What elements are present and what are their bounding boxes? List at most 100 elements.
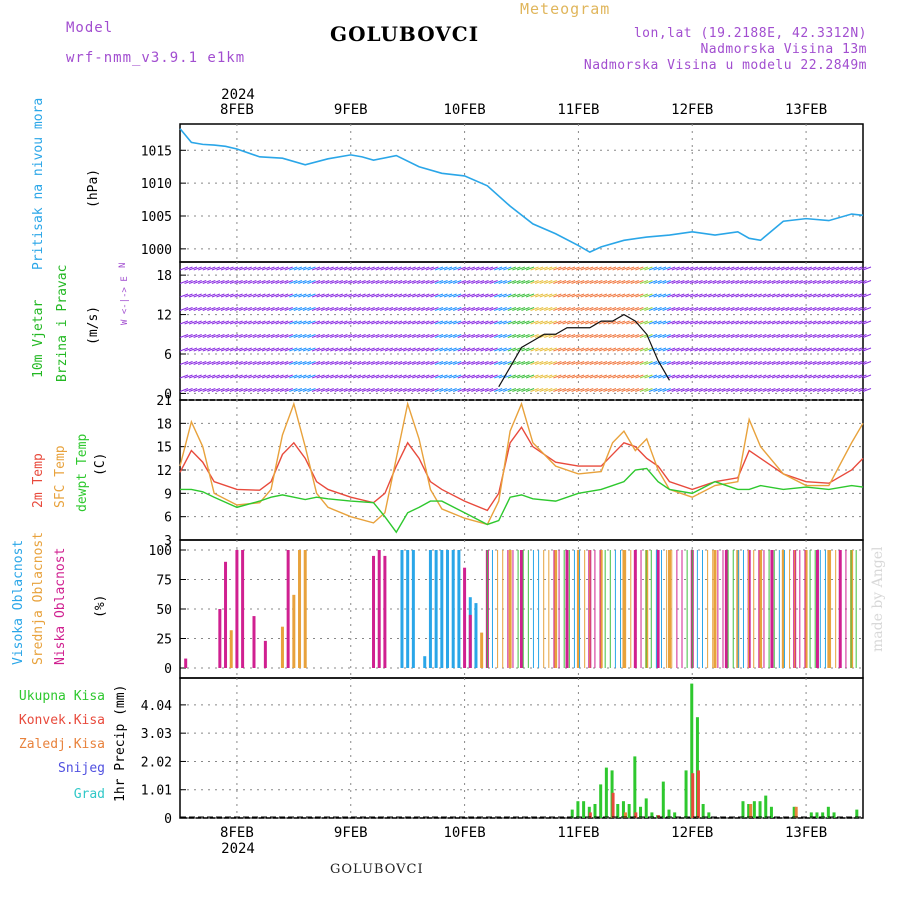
- wind-barb: [466, 347, 476, 352]
- wind-barb: [466, 293, 476, 298]
- wind-barb: [853, 307, 863, 311]
- wind-barb: [830, 388, 840, 392]
- wind-barb: [630, 307, 639, 311]
- wind-barb: [484, 280, 494, 284]
- wind-barb: [771, 334, 781, 338]
- wind-barb: [653, 293, 662, 298]
- wind-barb: [293, 293, 303, 298]
- wind-barb: [512, 388, 521, 392]
- wind-barb: [407, 374, 416, 379]
- wind-barb: [252, 334, 262, 338]
- wind-barb: [817, 280, 826, 284]
- wind-barb: [425, 374, 435, 379]
- wind-barb: [270, 334, 280, 338]
- wind-barb: [257, 293, 266, 298]
- wind-barb: [626, 266, 635, 271]
- wind-barb: [366, 347, 375, 352]
- wind-barb: [826, 320, 835, 325]
- precip-bar: [633, 756, 637, 818]
- wind-barb: [516, 266, 526, 271]
- wind-barb: [234, 374, 243, 379]
- wind-barb: [680, 374, 690, 379]
- wind-barb: [735, 280, 744, 284]
- wind-barb: [243, 361, 252, 365]
- wind-barb: [607, 347, 617, 352]
- wind-barb: [494, 388, 503, 392]
- wind-barb: [762, 280, 772, 284]
- wind-barb: [753, 293, 762, 298]
- wind-barb: [275, 388, 284, 392]
- wind-barb: [721, 347, 731, 352]
- wind-barb: [844, 280, 853, 284]
- wind-barb: [662, 361, 671, 365]
- wind-barb: [785, 374, 794, 379]
- wind-barb: [366, 334, 375, 338]
- wind-barb: [544, 374, 553, 379]
- wind-barb: [694, 293, 703, 298]
- wind-barb: [494, 347, 503, 352]
- wind-barb: [771, 266, 781, 271]
- wind-barb: [671, 280, 680, 284]
- wind-barb: [789, 293, 799, 298]
- wind-compass-n: N: [118, 263, 128, 268]
- wind-barb: [289, 320, 298, 325]
- wind-barb: [776, 361, 785, 365]
- wind-barb: [471, 307, 480, 311]
- wind-barb: [521, 280, 530, 284]
- wind-barb: [635, 280, 644, 284]
- wind-barb: [812, 334, 822, 338]
- wind-barb: [484, 374, 494, 379]
- wind-barb: [862, 320, 872, 325]
- wind-barb: [525, 374, 535, 379]
- wind-barb: [402, 320, 412, 325]
- wind-barb: [575, 266, 585, 271]
- wind-barb: [730, 347, 740, 352]
- wind-barb: [758, 280, 767, 284]
- wind-barb: [603, 293, 612, 298]
- wind-barb: [402, 307, 412, 311]
- wind-barb: [279, 334, 289, 338]
- wind-barb: [799, 307, 808, 311]
- wind-barb: [789, 388, 799, 392]
- wind-barb: [425, 334, 435, 338]
- wind-barb: [594, 334, 603, 338]
- wind-barb: [721, 334, 731, 338]
- wind-barb: [216, 334, 225, 338]
- wind-barb: [644, 307, 653, 311]
- wind-barb: [544, 320, 553, 325]
- wind-barb: [302, 266, 312, 271]
- wind-barb: [862, 334, 872, 338]
- cloud-title-low: Niska Oblacnost: [53, 548, 68, 665]
- wind-barb: [412, 388, 421, 392]
- wind-barb: [680, 320, 690, 325]
- wind-barb: [817, 334, 826, 338]
- wind-barb: [598, 388, 608, 392]
- wind-barb: [216, 347, 225, 352]
- wind-barb: [530, 361, 539, 365]
- wind-barb: [553, 266, 562, 271]
- wind-barb: [530, 293, 539, 298]
- wind-barb: [307, 361, 316, 365]
- wind-barb: [279, 280, 289, 284]
- wind-barb: [776, 320, 785, 325]
- wind-barb: [307, 293, 316, 298]
- wind-barb: [853, 361, 863, 365]
- wind-barb: [853, 293, 863, 298]
- wind-barb: [239, 374, 248, 379]
- wind-barb: [453, 320, 462, 325]
- wind-barb: [758, 347, 767, 352]
- wind-barb: [735, 307, 744, 311]
- wind-barb: [753, 334, 762, 338]
- wind-barb: [466, 280, 476, 284]
- wind-barb: [389, 374, 398, 379]
- wind-barb: [799, 347, 808, 352]
- wind-barb: [239, 307, 248, 311]
- wind-barb: [553, 334, 562, 338]
- wind-barb: [703, 266, 712, 271]
- wind-barb: [507, 280, 517, 284]
- precip-bar: [696, 770, 700, 818]
- wind-barb: [471, 361, 480, 365]
- wind-barb: [685, 307, 694, 311]
- pressure-tick-label: 1010: [141, 177, 172, 192]
